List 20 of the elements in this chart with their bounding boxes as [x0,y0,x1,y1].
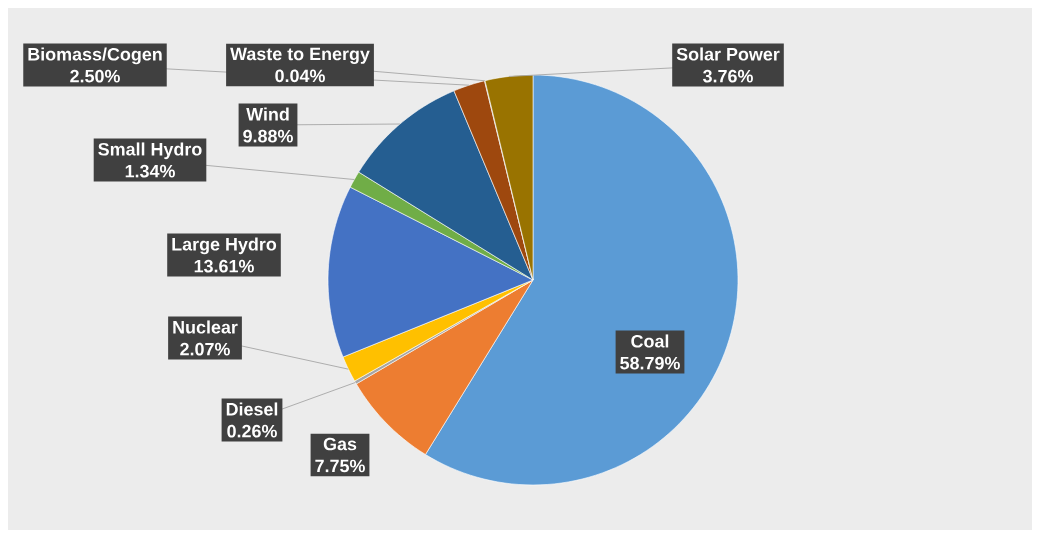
slice-label: Small Hydro [98,142,202,160]
data-label: 9.88% [243,129,293,143]
data-label: 7.75% [315,459,365,473]
data-label: 2.07% [180,342,230,356]
slice-label: Gas [323,437,357,451]
slice-label: Large Hydro [172,237,277,255]
data-label: 0.26% [227,424,277,438]
data-label: 0.04% [275,69,325,83]
data-label: 13.61% [194,259,254,273]
slice-label: Coal [631,334,669,348]
slice-label: Biomass/Cogen [28,47,162,65]
slice-label: Wind [246,107,289,121]
data-label: 3.76% [702,69,753,83]
data-label: 1.34% [125,164,175,178]
slice-label: Nuclear [173,320,238,334]
data-label: 2.50% [70,69,120,83]
slice-label: Diesel [226,402,278,416]
slice-label: Waste to Energy [230,47,370,64]
data-label: 58.79% [620,356,680,370]
slice-label: Solar Power [676,47,780,61]
